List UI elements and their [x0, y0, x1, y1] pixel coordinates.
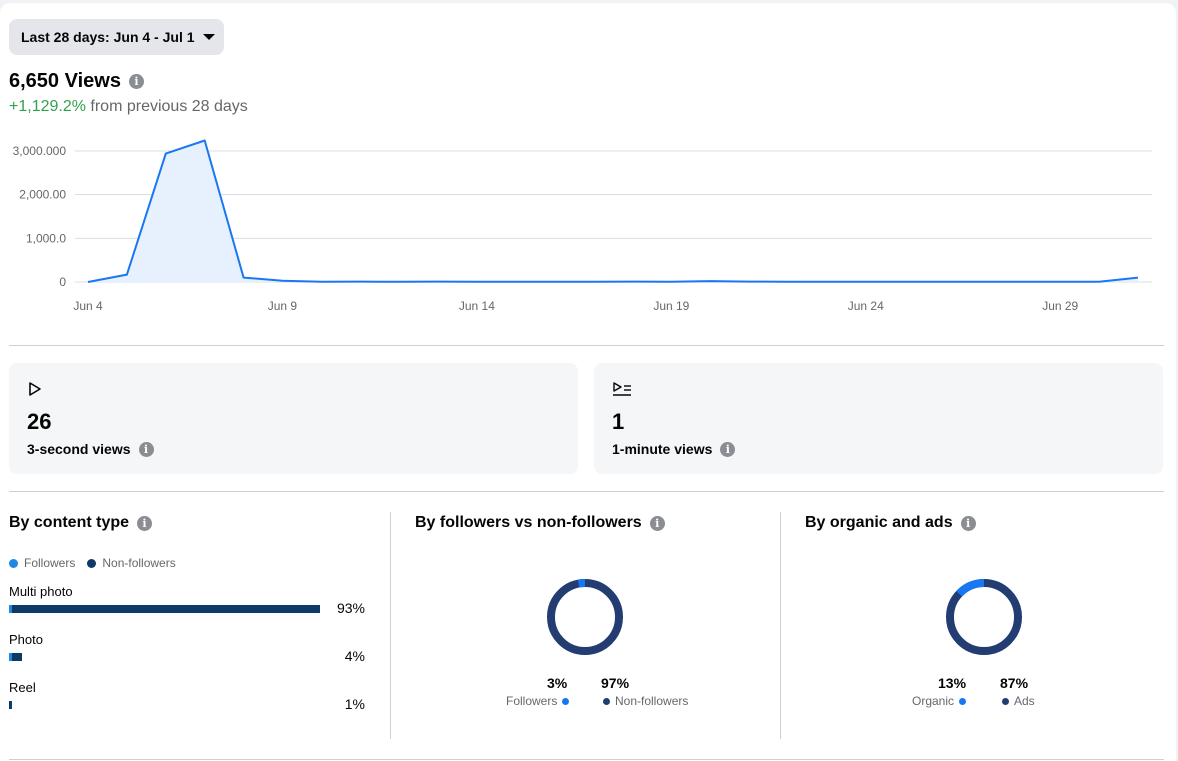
stat-label-row: 1-minute views i	[612, 441, 736, 457]
views-area-fill	[88, 140, 1138, 282]
date-range-dropdown[interactable]: Last 28 days: Jun 4 - Jul 1	[9, 19, 224, 55]
x-tick-label: Jun 24	[848, 299, 884, 313]
stat-label: 1-minute views	[612, 441, 713, 457]
organic-legend-label: Organic	[912, 694, 955, 708]
bar-label: Reel	[9, 680, 36, 695]
non-followers-dot-icon	[87, 558, 97, 568]
play-icon	[29, 382, 41, 396]
followers-legend: Followers	[506, 694, 570, 708]
non-followers-legend: Non-followers	[603, 694, 688, 708]
section-divider	[9, 345, 1164, 346]
stat-value: 1	[612, 409, 625, 434]
stat-card-3-second-views: 26 3-second views i	[9, 363, 578, 474]
x-tick-label: Jun 29	[1042, 299, 1078, 313]
ads-dot-icon	[1002, 697, 1009, 705]
donut-segment-a	[547, 579, 623, 655]
x-tick-label: Jun 19	[653, 299, 689, 313]
y-tick-label: 3,000.000	[13, 144, 67, 158]
bar-pct: 93%	[336, 600, 365, 616]
ads-legend: Ads	[1002, 694, 1035, 708]
views-change-text: from previous 28 days	[85, 98, 248, 115]
followers-pct: 3%	[547, 675, 568, 691]
ads-legend-label: Ads	[1014, 694, 1035, 708]
section-heading: By followers vs non-followers	[415, 514, 642, 531]
stat-value: 26	[27, 409, 52, 434]
y-tick-label: 0	[59, 275, 66, 289]
column-divider	[390, 512, 391, 739]
views-change-value: +1,129.2%	[9, 98, 86, 115]
organic-legend: Organic	[912, 694, 967, 708]
non-followers-bar-segment	[12, 653, 23, 661]
play-list-icon	[613, 382, 631, 396]
followers-title: By followers vs non-followers i	[415, 514, 665, 532]
info-icon[interactable]: i	[138, 441, 154, 457]
info-icon[interactable]: i	[649, 515, 665, 531]
donut-segment-b	[547, 579, 623, 655]
followers-dot-icon	[9, 558, 18, 568]
views-series-line	[87, 139, 1139, 283]
x-tick-label: Jun 9	[268, 299, 298, 313]
ads-pct: 87%	[1000, 675, 1029, 691]
content-type-legend: Followers Non-followers	[9, 556, 176, 570]
bar-row-multi-photo: Multi photo 93%	[9, 584, 369, 616]
section-heading: By content type	[9, 514, 130, 531]
date-range-label: Last 28 days: Jun 4 - Jul 1	[21, 29, 195, 45]
views-line-chart: 0 1,000.0 2,000.00 3,000.000 Jun 4 Jun 9 Jun 1…	[13, 139, 1152, 313]
x-tick-label: Jun 14	[459, 299, 495, 313]
bar-label: Multi photo	[9, 584, 73, 599]
organic-pct: 13%	[938, 675, 967, 691]
followers-bar-segment	[9, 653, 12, 661]
non-followers-dot-icon	[603, 697, 610, 705]
bar-fill	[9, 605, 320, 613]
legend-followers: Followers	[24, 556, 76, 570]
bar-label: Photo	[9, 632, 43, 647]
info-icon[interactable]: i	[960, 515, 976, 531]
non-followers-bar-segment	[9, 701, 13, 709]
caret-down-icon	[202, 34, 215, 40]
stat-label: 3-second views	[27, 441, 131, 457]
bar-fill	[9, 701, 13, 709]
bar-pct: 1%	[344, 696, 365, 712]
section-heading: By organic and ads	[805, 514, 953, 531]
organic-dot-icon	[959, 697, 967, 705]
legend-non-followers: Non-followers	[102, 556, 176, 570]
non-followers-legend-label: Non-followers	[615, 694, 689, 708]
stat-card-1-minute-views: 1 1-minute views i	[594, 363, 1163, 474]
views-total-heading: 6,650 Views i	[9, 70, 144, 93]
followers-legend-label: Followers	[506, 694, 558, 708]
followers-dot-icon	[562, 697, 570, 705]
bar-row-reel: Reel 1%	[9, 680, 369, 712]
organic-ads-donut-chart	[946, 579, 1022, 655]
followers-bar-segment	[9, 605, 12, 613]
x-tick-label: Jun 4	[73, 299, 103, 313]
info-icon[interactable]: i	[720, 441, 736, 457]
bar-row-photo: Photo 4%	[9, 632, 369, 664]
bar-pct: 4%	[344, 648, 365, 664]
donut-segment-a	[946, 579, 1022, 655]
non-followers-pct: 97%	[601, 675, 630, 691]
followers-donut-chart	[547, 579, 623, 655]
y-tick-label: 1,000.0	[26, 231, 66, 245]
section-divider	[9, 491, 1164, 492]
y-tick-label: 2,000.00	[19, 188, 66, 202]
non-followers-bar-segment	[12, 605, 320, 613]
info-icon[interactable]: i	[128, 74, 144, 89]
column-divider	[780, 512, 781, 739]
views-total: 6,650 Views	[9, 70, 121, 92]
content-type-title: By content type i	[9, 514, 153, 532]
bar-fill	[9, 653, 23, 661]
info-icon[interactable]: i	[137, 515, 153, 531]
organic-ads-title: By organic and ads i	[805, 514, 976, 532]
stat-label-row: 3-second views i	[27, 441, 154, 457]
views-change: +1,129.2% from previous 28 days	[9, 98, 248, 116]
section-divider	[9, 759, 1164, 760]
